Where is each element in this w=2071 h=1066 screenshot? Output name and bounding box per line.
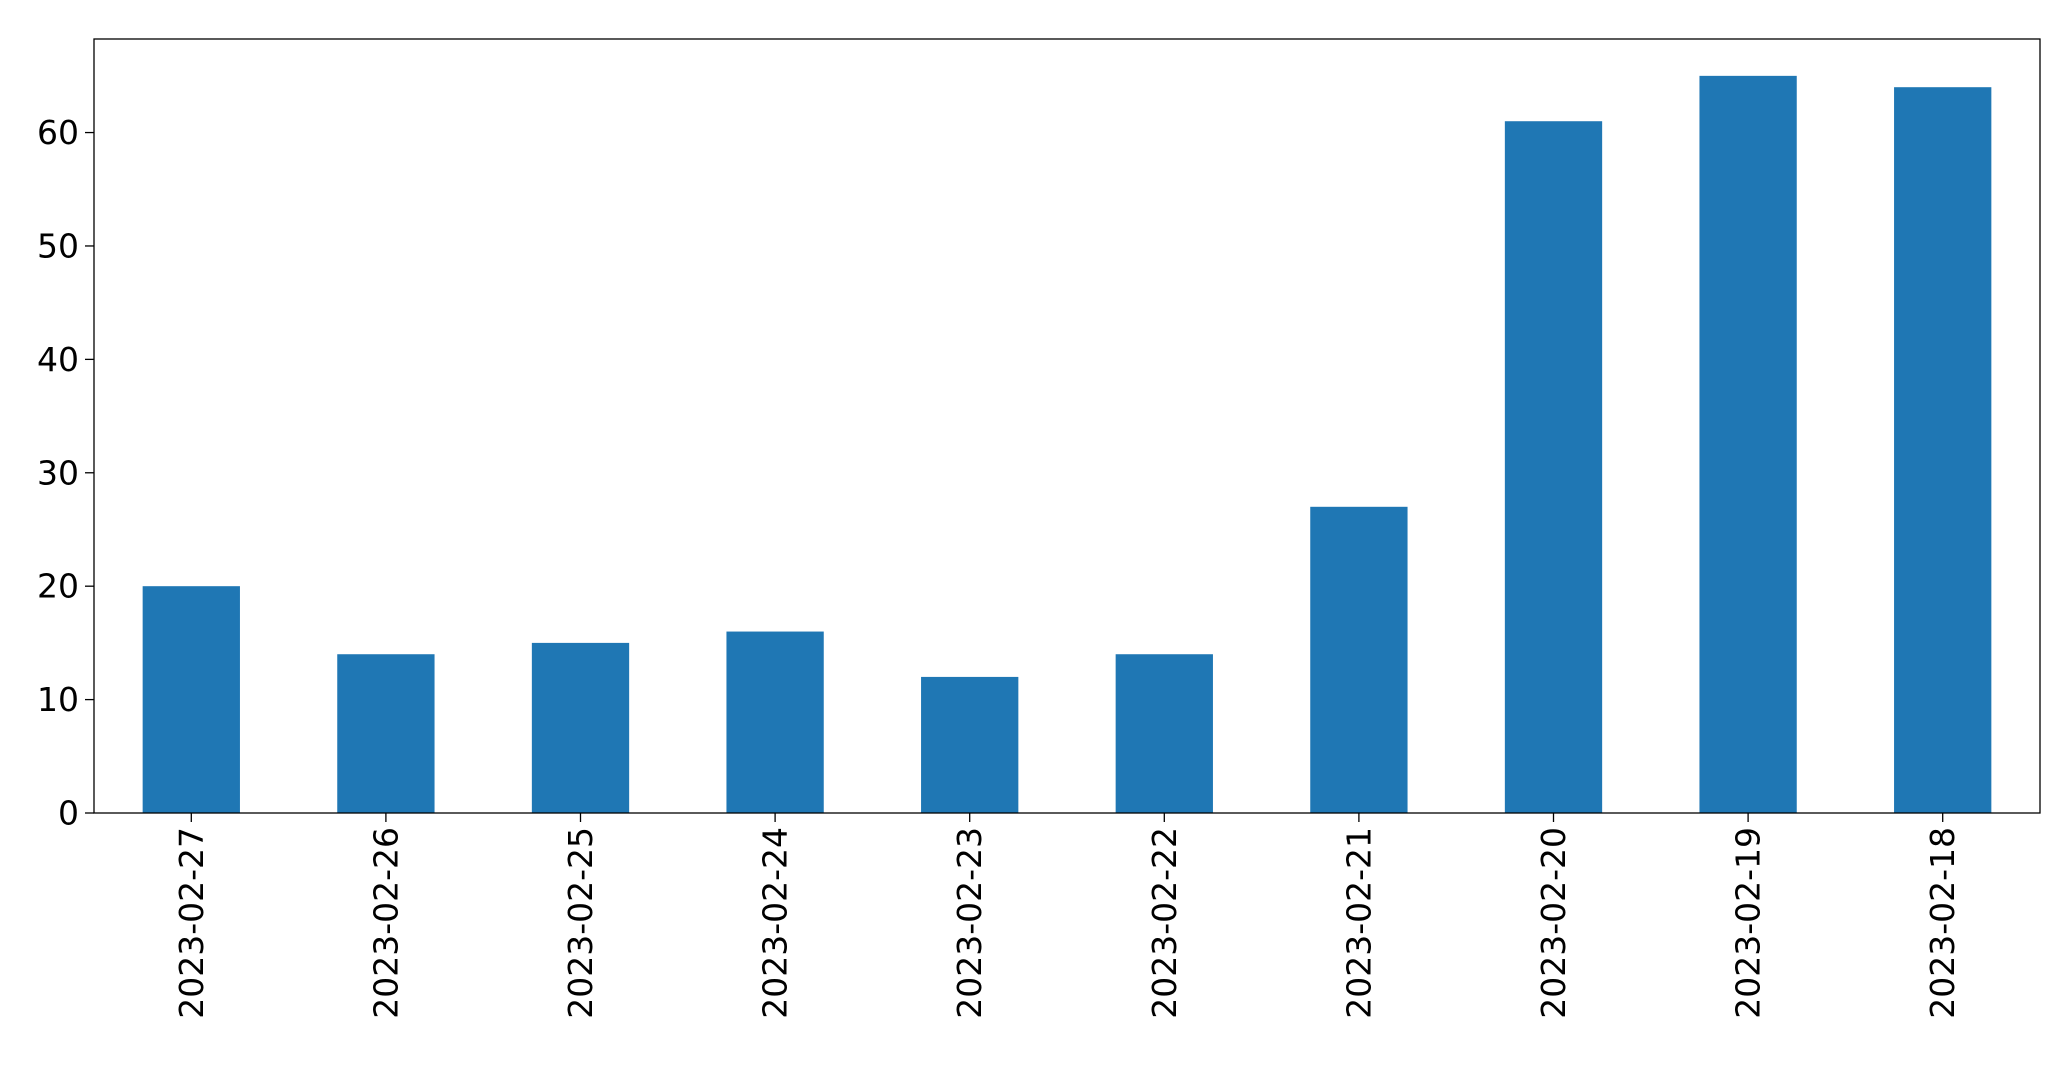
x-axis: 2023-02-27 2023-02-26 2023-02-25 2023-02-24… [172,813,1962,1019]
bar-2023-02-19 [1699,75,1797,814]
y-axis: 0 10 20 30 40 50 60 [37,113,94,833]
x-tick-label: 2023-02-25 [561,827,600,1019]
bar-2023-02-26 [337,654,435,813]
y-tick-label: 60 [37,113,79,152]
bars-layer [142,75,1992,814]
x-tick-label: 2023-02-27 [172,827,211,1019]
bar-2023-02-24 [726,631,824,813]
plot-frame [93,38,2041,814]
y-tick-label: 20 [37,567,79,606]
x-tick-label: 2023-02-21 [1339,827,1378,1019]
bar-2023-02-21 [1310,506,1408,813]
y-tick-label: 0 [58,794,79,833]
bar-2023-02-20 [1504,121,1603,813]
bar-2023-02-22 [1115,654,1213,813]
x-tick-label: 2023-02-23 [950,827,989,1019]
bar-2023-02-18 [1894,87,1992,813]
x-tick-label: 2023-02-20 [1534,827,1573,1019]
y-tick-label: 50 [37,226,79,265]
x-tick-label: 2023-02-26 [366,827,405,1019]
bar-2023-02-25 [531,642,630,813]
y-tick-label: 10 [37,680,79,719]
y-tick-label: 30 [37,453,79,492]
bar-2023-02-27 [142,586,240,813]
x-tick-label: 2023-02-18 [1923,827,1962,1019]
x-tick-label: 2023-02-22 [1145,827,1184,1019]
bar-2023-02-23 [921,676,1019,813]
x-tick-label: 2023-02-24 [756,827,795,1019]
y-tick-label: 40 [37,340,79,379]
x-tick-label: 2023-02-19 [1729,827,1768,1019]
